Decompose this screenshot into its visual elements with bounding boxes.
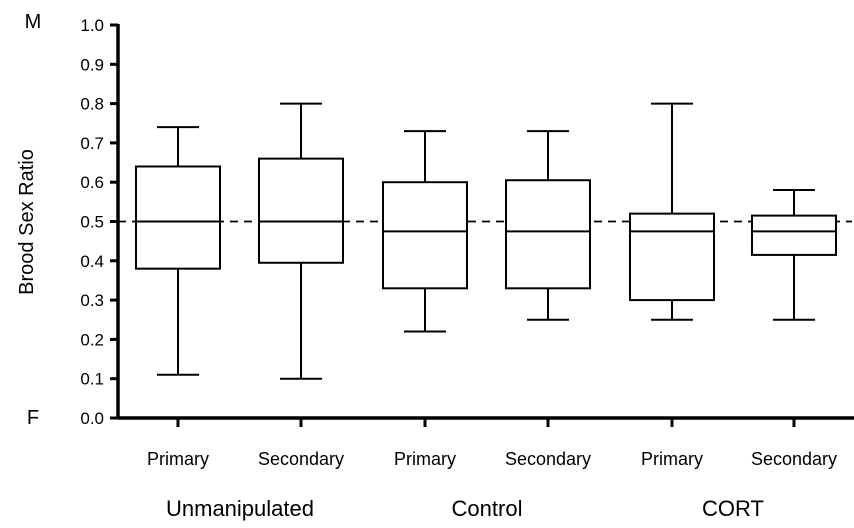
y-tick-label: 0.2 [80, 330, 104, 349]
y-tick-label: 0.9 [80, 55, 104, 74]
box-2 [258, 102, 344, 380]
x-tick-label: Primary [394, 449, 456, 469]
y-tick-label: 0.1 [80, 370, 104, 389]
group-label: CORT [702, 496, 764, 521]
x-tick-label: Secondary [258, 449, 344, 469]
iqr-box [258, 157, 344, 264]
x-tick-label: Primary [641, 449, 703, 469]
x-tick-label: Secondary [751, 449, 837, 469]
iqr-box [135, 165, 221, 270]
box-5 [629, 102, 715, 321]
x-tick-label: Secondary [505, 449, 591, 469]
x-tick-label: Primary [147, 449, 209, 469]
iqr-box [751, 214, 837, 256]
y-tick-label: 0.6 [80, 173, 104, 192]
iqr-box [629, 212, 715, 302]
box-1 [135, 126, 221, 376]
y-tick-label: 0.0 [80, 409, 104, 428]
box-6 [751, 189, 837, 321]
male-annotation: M [25, 11, 42, 33]
box-3 [382, 130, 468, 333]
y-tick-label: 1.0 [80, 16, 104, 35]
iqr-box [505, 179, 591, 290]
group-label: Unmanipulated [166, 496, 314, 521]
group-label: Control [452, 496, 523, 521]
y-tick-label: 0.5 [80, 213, 104, 232]
y-tick-label: 0.7 [80, 134, 104, 153]
y-tick-label: 0.8 [80, 95, 104, 114]
y-axis-label: Brood Sex Ratio [16, 149, 38, 295]
iqr-box [382, 181, 468, 290]
female-annotation: F [27, 407, 39, 429]
y-tick-label: 0.3 [80, 291, 104, 310]
box-4 [505, 130, 591, 321]
y-tick-label: 0.4 [80, 252, 104, 271]
